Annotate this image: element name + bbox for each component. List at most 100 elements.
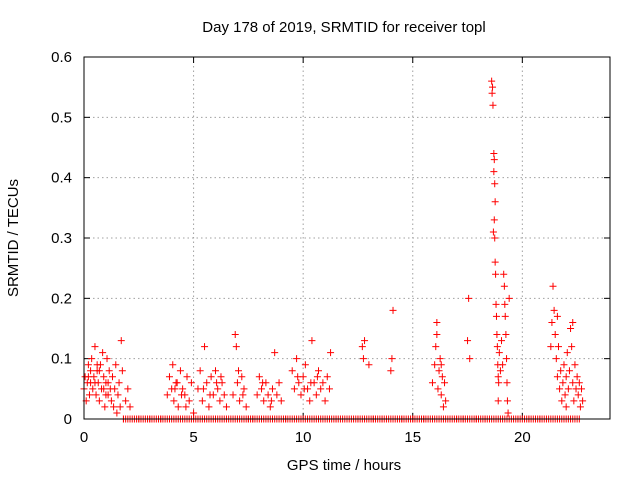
data-point [567,325,575,332]
data-point [570,397,578,405]
data-point [313,373,321,381]
data-point [297,391,305,399]
data-point [267,397,275,405]
data-point [569,318,577,326]
data-point [213,379,221,387]
data-point [103,355,111,363]
data-point [231,331,239,339]
y-tick-label: 0.6 [51,49,72,66]
data-point [235,367,243,375]
data-point [264,391,272,399]
data-point [107,397,115,405]
data-point [95,397,103,405]
data-point [491,258,499,266]
data-point [442,397,450,405]
data-point [491,234,499,242]
data-point [216,397,224,405]
data-point [198,397,206,405]
data-point [255,373,263,381]
data-point [554,343,562,351]
data-point [294,373,302,381]
data-point [253,391,261,399]
data-point [493,331,501,339]
data-point [93,361,101,369]
data-point [87,367,95,375]
data-point [558,397,566,405]
data-point [431,361,439,369]
data-point [495,349,503,357]
data-point [91,343,99,351]
data-point [176,367,184,375]
data-point [122,397,130,405]
data-point [494,373,502,381]
data-point [504,409,512,417]
data-point [205,403,213,411]
data-point [173,379,181,387]
data-point [101,403,109,411]
data-point [489,83,497,91]
data-point [115,379,123,387]
data-point [206,391,214,399]
data-point [493,343,501,351]
data-point [306,397,314,405]
data-point [239,391,247,399]
data-point [117,337,125,345]
data-point [490,156,498,164]
data-point [220,391,228,399]
data-point [187,379,195,387]
data-point [548,318,556,326]
data-point [494,397,502,405]
plot-frame [83,56,611,420]
data-point [242,403,250,411]
data-point [495,379,503,387]
data-point [562,373,570,381]
data-point [100,373,108,381]
data-point [565,367,573,375]
data-point [387,367,395,375]
data-point [492,270,500,278]
data-point [557,367,565,375]
data-point [108,373,116,381]
data-point [207,373,215,381]
data-point [179,385,187,393]
data-point [365,361,373,369]
x-axis-label: GPS time / hours [287,457,401,474]
data-point [95,367,103,375]
data-point [238,373,246,381]
data-point [171,385,179,393]
data-point [503,355,511,363]
data-point [428,379,436,387]
data-point [105,367,113,375]
data-point [505,294,513,302]
data-point [229,391,237,399]
data-point [169,361,177,369]
data-point [553,373,561,381]
y-tick-label: 0.2 [51,290,72,307]
data-point [498,337,506,345]
data-point [488,89,496,97]
data-point [112,361,120,369]
data-point [170,397,178,405]
data-point [552,355,560,363]
data-point [576,403,584,411]
data-point [549,282,557,290]
data-point [492,300,500,308]
data-point [464,337,472,345]
data-point [124,385,132,393]
data-point [563,349,571,357]
data-point [433,331,441,339]
y-tick-label: 0.5 [51,109,72,126]
data-point [503,397,511,405]
data-point [114,391,122,399]
data-point [307,379,315,387]
data-point [435,367,443,375]
data-point [571,361,579,369]
data-point [433,318,441,326]
data-point [85,391,93,399]
data-point [84,361,92,369]
data-point [501,300,509,308]
data-point [432,343,440,351]
data-point [236,397,244,405]
data-point [491,180,499,188]
